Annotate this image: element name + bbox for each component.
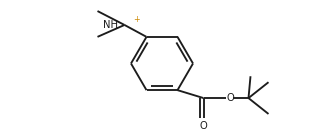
- Text: NH: NH: [103, 20, 119, 30]
- Text: +: +: [133, 15, 140, 24]
- Text: O: O: [200, 121, 207, 131]
- Text: O: O: [226, 93, 234, 103]
